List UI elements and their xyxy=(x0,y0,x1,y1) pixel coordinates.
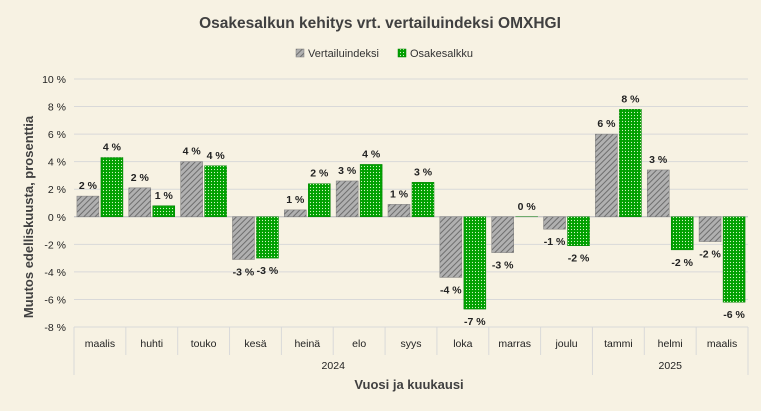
x-category-label: maalis xyxy=(707,338,737,350)
x-category-label: joulu xyxy=(554,338,577,350)
data-label: 2 % xyxy=(310,168,329,180)
y-tick-label: 6 % xyxy=(48,129,66,141)
bar-vertailuindeksi xyxy=(698,216,722,242)
data-label: -3 % xyxy=(492,260,514,272)
legend: Vertailuindeksi Osakesalkku xyxy=(295,48,473,60)
y-tick-label: 8 % xyxy=(48,102,66,114)
data-label: -3 % xyxy=(257,265,279,277)
chart-title: Osakesalkun kehitys vrt. vertailuindeksi… xyxy=(199,15,561,32)
y-axis-ticks: -8 % -6 % -4 % -2 % 0 % 2 % 4 % 6 % 8 % 10 % xyxy=(42,74,66,334)
bar-osakesalkku xyxy=(100,157,124,218)
data-label: -3 % xyxy=(233,266,255,278)
bar-osakesalkku xyxy=(463,216,487,310)
y-tick-label: 10 % xyxy=(42,74,66,86)
data-label: -4 % xyxy=(440,284,462,296)
data-label: 4 % xyxy=(103,142,122,154)
y-tick-label: 4 % xyxy=(48,157,66,169)
grid xyxy=(74,78,748,328)
bar-vertailuindeksi xyxy=(76,195,100,218)
data-label: -2 % xyxy=(699,249,721,261)
bar-vertailuindeksi xyxy=(387,204,411,218)
data-label: 8 % xyxy=(621,93,640,105)
bar-osakesalkku xyxy=(359,164,383,218)
y-tick-label: -8 % xyxy=(44,322,66,334)
data-label: -2 % xyxy=(568,253,590,265)
data-label: 3 % xyxy=(649,154,668,166)
bar-osakesalkku xyxy=(619,109,642,218)
data-label: -7 % xyxy=(464,316,486,328)
x-category-label: loka xyxy=(453,338,472,350)
legend-swatch-vertailuindeksi xyxy=(295,48,305,58)
bar-osakesalkku xyxy=(411,182,435,218)
legend-label: Vertailuindeksi xyxy=(308,48,379,60)
data-label: 4 % xyxy=(183,146,202,158)
data-label: -1 % xyxy=(544,236,566,248)
x-category-label: maalis xyxy=(85,338,115,350)
data-label: 3 % xyxy=(414,166,433,178)
data-label: 1 % xyxy=(390,188,409,200)
y-tick-label: -6 % xyxy=(44,294,66,306)
x-category-label: marras xyxy=(498,338,531,350)
x-category-label: huhti xyxy=(140,338,163,350)
data-label: 2 % xyxy=(131,172,150,184)
bar-osakesalkku xyxy=(670,216,694,251)
bar-vertailuindeksi xyxy=(439,216,463,278)
data-label: 4 % xyxy=(362,148,381,160)
data-labels: 2 %4 %2 %1 %4 % 4 %-3 % -3 %1 %2 % 3 %4 %1 … xyxy=(79,93,746,328)
y-tick-label: -4 % xyxy=(44,267,66,279)
bar-vertailuindeksi xyxy=(595,133,618,218)
x-axis-title: Vuosi ja kuukausi xyxy=(354,377,463,392)
data-label: -2 % xyxy=(671,257,693,269)
x-axis: maalis huhti touko kesä heinä elo syys loka marr… xyxy=(73,326,749,375)
data-label: 1 % xyxy=(155,190,174,202)
bar-osakesalkku xyxy=(567,216,590,246)
legend-label: Osakesalkku xyxy=(410,48,473,60)
x-category-label: elo xyxy=(352,338,366,350)
bar-vertailuindeksi xyxy=(335,180,359,218)
x-category-label: kesä xyxy=(244,338,266,350)
bar-vertailuindeksi xyxy=(284,209,307,218)
bar-vertailuindeksi xyxy=(128,187,152,218)
bar-vertailuindeksi xyxy=(232,216,255,260)
year-label: 2024 xyxy=(322,360,346,372)
data-label: 4 % xyxy=(207,150,226,162)
data-label: 0 % xyxy=(518,201,537,213)
data-label: 3 % xyxy=(338,165,357,177)
bar-osakesalkku xyxy=(152,205,176,218)
y-tick-label: 0 % xyxy=(48,212,66,224)
y-axis-title: Muutos edelliskuusta, prosenttia xyxy=(21,115,36,318)
year-label: 2025 xyxy=(659,360,683,372)
legend-swatch-osakesalkku xyxy=(397,48,407,58)
x-category-label: touko xyxy=(191,338,217,350)
data-label: 1 % xyxy=(286,194,305,206)
data-label: 2 % xyxy=(79,180,98,192)
bar-osakesalkku xyxy=(722,216,746,303)
x-category-label: heinä xyxy=(294,338,320,350)
x-category-label: helmi xyxy=(658,338,683,350)
bar-vertailuindeksi xyxy=(180,161,203,218)
bar-osakesalkku xyxy=(308,183,331,218)
bar-vertailuindeksi xyxy=(491,216,514,253)
bar-vertailuindeksi xyxy=(543,216,566,230)
bar-vertailuindeksi xyxy=(646,169,670,218)
x-category-label: syys xyxy=(401,338,422,350)
data-label: -6 % xyxy=(723,309,745,321)
bars xyxy=(76,109,746,310)
x-category-label: tammi xyxy=(604,338,633,350)
y-tick-label: 2 % xyxy=(48,184,66,196)
bar-osakesalkku xyxy=(204,165,227,218)
data-label: 6 % xyxy=(597,118,616,130)
y-tick-label: -2 % xyxy=(44,239,66,251)
bar-osakesalkku xyxy=(256,216,279,259)
